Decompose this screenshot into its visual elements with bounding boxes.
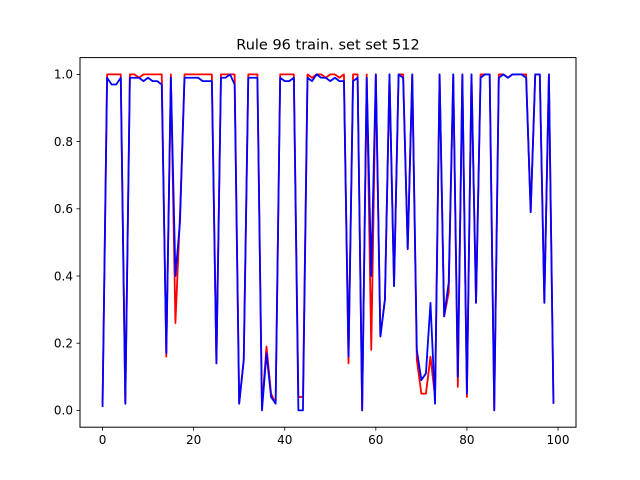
x-tick-label: 0 bbox=[99, 433, 107, 447]
x-tick-label: 60 bbox=[368, 433, 383, 447]
y-tick-label: 1.0 bbox=[54, 68, 73, 82]
series-layer bbox=[101, 73, 555, 412]
y-tick-label: 0.2 bbox=[54, 337, 73, 351]
chart-title: Rule 96 train. set set 512 bbox=[236, 38, 419, 54]
x-tick-label: 80 bbox=[459, 433, 474, 447]
x-tick-label: 100 bbox=[547, 433, 570, 447]
x-tick-label: 20 bbox=[186, 433, 201, 447]
series-line-2 bbox=[101, 73, 555, 412]
y-tick-label: 0.8 bbox=[54, 135, 73, 149]
ticks-layer: 0 20 40 60 80 100 0.0 0.2 0.4 0.6 0.8 1.0 bbox=[54, 68, 570, 448]
y-tick-label: 0.6 bbox=[54, 202, 73, 216]
y-tick-label: 0.4 bbox=[54, 269, 73, 283]
x-tick-label: 40 bbox=[277, 433, 292, 447]
plot-frame bbox=[79, 57, 577, 428]
y-tick-label: 0.0 bbox=[54, 404, 73, 418]
